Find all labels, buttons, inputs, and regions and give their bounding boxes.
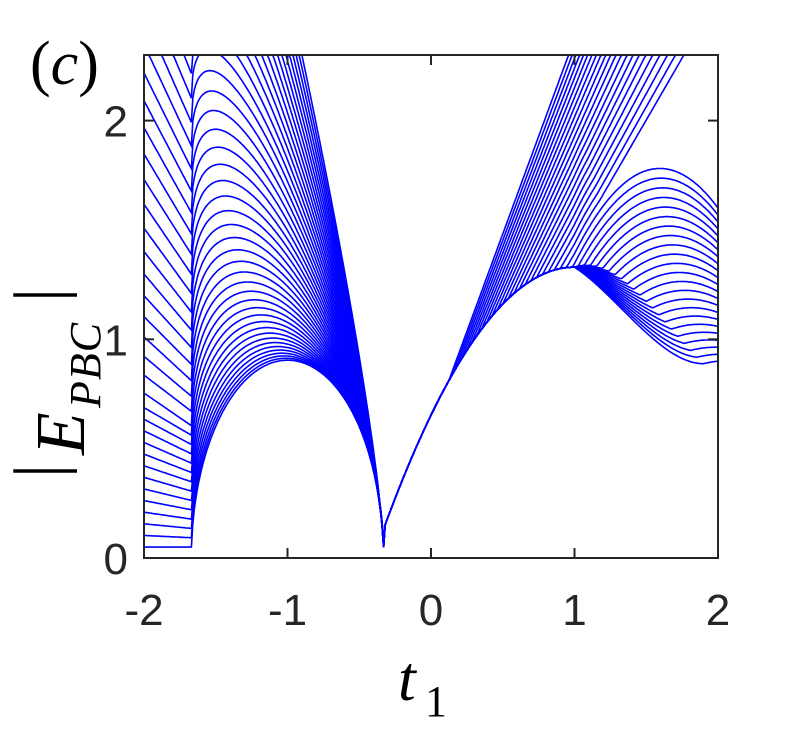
series-line <box>143 266 719 548</box>
series-line <box>143 266 719 548</box>
series-line <box>143 206 719 548</box>
svg-text:E: E <box>23 412 100 456</box>
series-line <box>143 54 718 548</box>
series-line <box>144 54 718 548</box>
svg-text:|: | <box>1 288 78 302</box>
series-line <box>144 54 718 548</box>
x-tick-label: -2 <box>124 586 163 635</box>
series-line <box>144 54 718 548</box>
series-line <box>143 266 719 548</box>
svg-text:|: | <box>1 464 78 478</box>
series-line <box>143 215 719 548</box>
x-axis-label: t 1 <box>398 643 447 726</box>
x-tick-label: 2 <box>706 586 730 635</box>
series-line <box>144 54 718 548</box>
series-line <box>144 54 718 548</box>
series-line <box>143 266 719 548</box>
series-line <box>143 266 719 548</box>
y-tick-label: 0 <box>104 535 128 584</box>
series-line <box>144 54 718 548</box>
series-line <box>144 266 719 548</box>
series-line <box>144 54 718 548</box>
curves <box>143 54 719 548</box>
series-line <box>143 266 719 548</box>
panel-label: (c) <box>30 30 99 98</box>
axes-box <box>143 54 719 559</box>
series-line <box>143 54 718 548</box>
series-line <box>144 54 718 548</box>
series-line <box>143 266 719 548</box>
svg-text:t: t <box>398 643 418 714</box>
series-line <box>144 54 718 548</box>
series-line <box>144 54 718 548</box>
x-tick-label: -1 <box>268 586 307 635</box>
svg-text:1: 1 <box>425 677 447 726</box>
y-tick-label: 2 <box>104 98 128 147</box>
plot-area <box>143 54 719 559</box>
y-ticks: 0 1 2 <box>104 98 718 584</box>
series-line <box>143 54 718 548</box>
y-tick-label: 1 <box>104 316 128 365</box>
series-line <box>144 54 718 548</box>
svg-text:PBC: PBC <box>61 322 110 409</box>
series-line <box>144 54 718 548</box>
series-line <box>143 177 719 548</box>
x-tick-label: 0 <box>419 586 443 635</box>
series-line <box>143 266 719 548</box>
series-line <box>144 54 718 548</box>
series-line <box>143 266 719 548</box>
series-line <box>143 54 718 548</box>
series-line <box>143 266 719 548</box>
x-tick-label: 1 <box>562 586 586 635</box>
series-line <box>143 54 718 548</box>
series-line <box>144 54 718 548</box>
series-line <box>144 54 718 548</box>
series-line <box>144 54 718 548</box>
y-axis-label: | E PBC | <box>1 288 110 478</box>
series-line <box>144 54 718 548</box>
x-ticks: -2 -1 0 1 2 <box>124 55 730 635</box>
series-line <box>143 266 719 548</box>
